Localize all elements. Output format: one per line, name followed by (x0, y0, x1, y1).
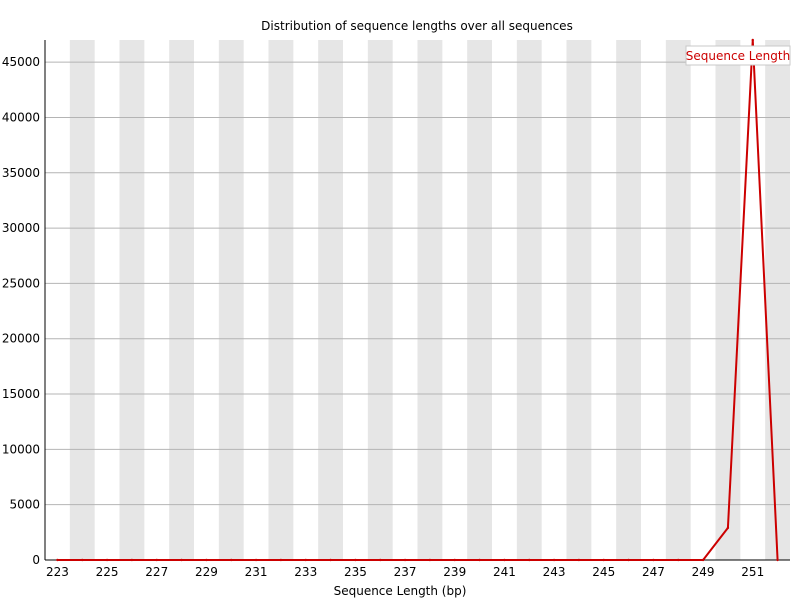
data-point (528, 558, 531, 562)
y-tick-label: 25000 (2, 276, 40, 290)
data-point (304, 558, 307, 562)
y-tick-label: 40000 (2, 110, 40, 124)
data-point (751, 38, 754, 42)
data-point (155, 558, 158, 562)
data-point (329, 558, 332, 562)
data-point (428, 558, 432, 562)
data-point (379, 558, 382, 562)
y-tick-label: 10000 (2, 442, 40, 456)
data-point (701, 558, 705, 562)
plot-bands (69, 40, 790, 560)
horizontal-gridlines (45, 61, 790, 506)
x-tick-label: 243 (543, 565, 566, 579)
x-tick-label: 245 (592, 565, 615, 579)
data-point (627, 558, 630, 562)
plot-band (169, 40, 194, 560)
y-tick-label: 35000 (2, 166, 40, 180)
x-tick-label: 241 (493, 565, 516, 579)
data-point (279, 558, 283, 562)
x-tick-label: 225 (96, 565, 119, 579)
x-tick-label: 249 (692, 565, 715, 579)
y-tick-label: 30000 (2, 221, 40, 235)
data-point (403, 558, 407, 562)
data-point (254, 558, 258, 562)
x-tick-label: 227 (145, 565, 168, 579)
x-tick-label: 239 (443, 565, 466, 579)
plot-band (318, 40, 343, 560)
data-point (81, 558, 84, 562)
data-point (776, 558, 779, 562)
legend-series-label: Sequence Length (686, 49, 790, 63)
y-tick-labels: 0 5000 10000 15000 20000 25000 30000 35000 40000… (2, 55, 40, 567)
x-tick-labels: 223 225 227 229 231 233 235 237 239 241 243 245 247 2… (46, 565, 764, 579)
data-point (652, 558, 655, 562)
data-point (56, 558, 59, 562)
plot-band (367, 40, 393, 560)
x-tick-label: 237 (394, 565, 417, 579)
plot-band (516, 40, 542, 560)
data-point (105, 558, 109, 562)
y-tick-label: 5000 (9, 498, 40, 512)
y-tick-label: 15000 (2, 387, 40, 401)
y-tick-label: 45000 (2, 55, 40, 69)
y-tick-label: 20000 (2, 332, 40, 346)
plot-band (268, 40, 294, 560)
data-point (552, 558, 556, 562)
plot-band (665, 40, 691, 560)
x-tick-label: 233 (294, 565, 317, 579)
data-point (453, 558, 456, 562)
plot-band (69, 40, 95, 560)
data-point (726, 526, 730, 530)
data-point (205, 558, 208, 562)
x-tick-label: 235 (344, 565, 367, 579)
plot-band (218, 40, 244, 560)
plot-band (566, 40, 592, 560)
data-point (180, 558, 183, 562)
legend-box (685, 45, 791, 66)
x-tick-label: 247 (642, 565, 665, 579)
legend: Sequence Length (685, 45, 791, 66)
plot-band (765, 40, 790, 560)
data-point (677, 558, 680, 562)
data-point (478, 558, 481, 562)
series-line (57, 39, 779, 561)
plot-band (715, 40, 741, 560)
plot-band (467, 40, 492, 560)
data-point (130, 558, 134, 562)
x-axis-label: Sequence Length (bp) (334, 584, 467, 598)
data-point (602, 558, 605, 562)
data-point (577, 558, 581, 562)
x-tick-label: 251 (741, 565, 764, 579)
chart-title: Distribution of sequence lengths over al… (261, 19, 573, 33)
series-layer (56, 38, 779, 562)
x-tick-label: 229 (195, 565, 218, 579)
plot-band (417, 40, 443, 560)
plot-band (616, 40, 641, 560)
data-point (503, 558, 506, 562)
data-point (230, 558, 233, 562)
x-tick-label: 223 (46, 565, 69, 579)
data-point (354, 558, 357, 562)
plot-band (119, 40, 145, 560)
x-tick-label: 231 (245, 565, 268, 579)
y-tick-label: 0 (32, 553, 40, 567)
